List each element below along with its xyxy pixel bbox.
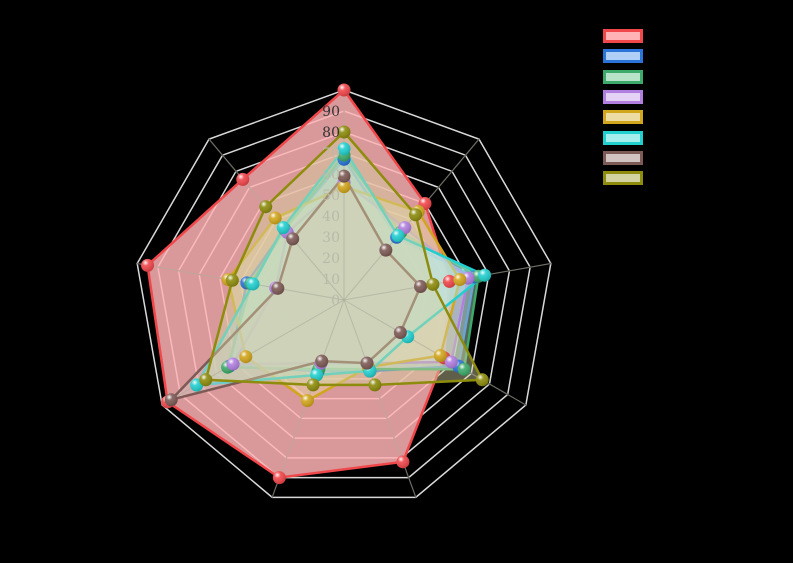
data-point-shine: [396, 455, 410, 469]
data-point-shine: [286, 232, 300, 246]
radial-tick-label: 10: [322, 272, 340, 288]
legend-item[interactable]: [603, 107, 651, 127]
data-point-shine: [259, 200, 273, 214]
legend-item[interactable]: [603, 26, 651, 46]
data-point-shine: [276, 221, 290, 235]
legend-item[interactable]: [603, 148, 651, 168]
radial-tick-label: 0: [331, 293, 340, 309]
legend-item[interactable]: [603, 168, 651, 188]
radial-tick-labels: 0 10 20 30 40 50 60 70 80 90: [322, 104, 340, 309]
data-point-shine: [478, 268, 492, 282]
radial-tick-label: 90: [322, 104, 340, 120]
data-point-shine: [360, 356, 374, 370]
data-point-shine: [141, 258, 155, 272]
data-point-shine: [225, 273, 239, 287]
radial-tick-label: 50: [322, 188, 340, 204]
data-point-shine: [306, 378, 320, 392]
data-point-shine: [164, 393, 178, 407]
series-markers-5: [190, 142, 492, 392]
series-6: [167, 173, 422, 403]
data-point-shine: [393, 326, 407, 340]
radial-tick-label: 70: [322, 146, 340, 162]
data-point-shine: [391, 229, 405, 243]
series-area: [194, 146, 487, 387]
legend-item[interactable]: [603, 46, 651, 66]
legend-swatch: [603, 49, 643, 64]
data-point-shine: [414, 280, 428, 294]
data-point-shine: [236, 172, 250, 186]
data-point-shine: [226, 357, 240, 371]
legend-swatch: [603, 171, 643, 186]
grid-ring: [157, 110, 531, 479]
legend-swatch: [603, 110, 643, 125]
data-point-shine: [368, 378, 382, 392]
radial-tick-label: 30: [322, 230, 340, 246]
data-point-shine: [337, 83, 351, 97]
data-point-shine: [239, 350, 253, 364]
data-point-shine: [442, 274, 456, 288]
data-point-shine: [199, 373, 213, 387]
data-point-shine: [433, 349, 447, 363]
data-point-shine: [444, 355, 458, 369]
series-area: [227, 157, 476, 373]
legend-swatch: [603, 29, 643, 44]
series-area: [167, 173, 422, 403]
radial-tick-label: 20: [322, 251, 340, 267]
data-point-shine: [457, 362, 471, 376]
legend-swatch: [603, 150, 643, 165]
series-markers-6: [164, 169, 428, 407]
data-point-shine: [453, 273, 467, 287]
series-5: [194, 146, 487, 387]
radial-tick-label: 80: [322, 125, 340, 141]
legend-swatch: [603, 130, 643, 145]
data-point-shine: [315, 354, 329, 368]
data-point-shine: [337, 125, 351, 139]
data-point-shine: [300, 394, 314, 408]
radial-tick-label: 40: [322, 209, 340, 225]
data-point-shine: [337, 169, 351, 183]
data-point-shine: [409, 208, 423, 222]
data-point-shine: [426, 277, 440, 291]
data-point-shine: [271, 281, 285, 295]
grid-ring: [136, 89, 552, 499]
data-point-shine: [272, 471, 286, 485]
data-point-shine: [337, 180, 351, 194]
legend-item[interactable]: [603, 127, 651, 147]
series-markers-0: [141, 83, 456, 485]
data-point-shine: [310, 368, 324, 382]
legend-swatch: [603, 90, 643, 105]
legend-swatch: [603, 69, 643, 84]
series-1: [227, 157, 476, 373]
data-point-shine: [475, 373, 489, 387]
legend: [603, 26, 651, 188]
legend-item[interactable]: [603, 87, 651, 107]
data-point-shine: [246, 277, 260, 291]
data-point-shine: [379, 243, 393, 257]
legend-item[interactable]: [603, 67, 651, 87]
data-point-shine: [268, 211, 282, 225]
series-markers-7: [199, 125, 489, 392]
data-point-shine: [337, 142, 351, 156]
radar-series: [137, 83, 551, 498]
radial-tick-label: 60: [322, 167, 340, 183]
